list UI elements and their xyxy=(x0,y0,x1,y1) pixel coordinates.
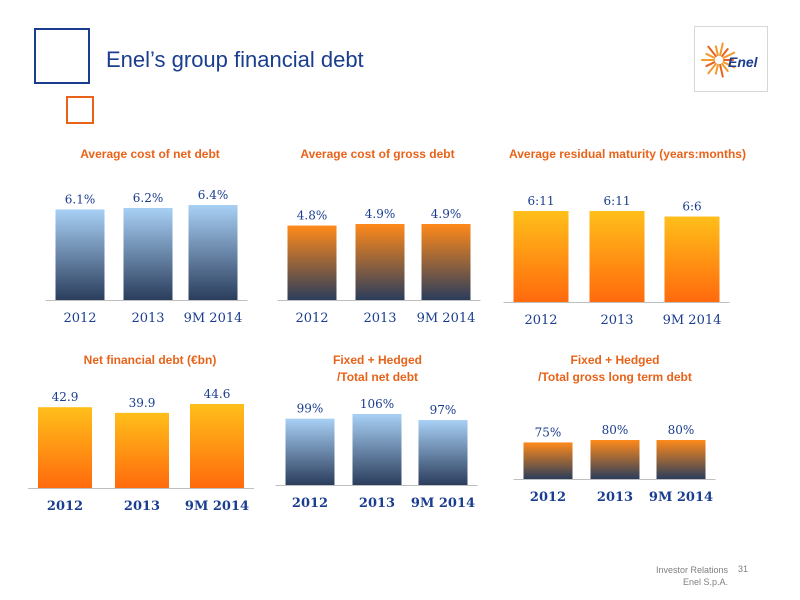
logo-ray xyxy=(722,61,736,69)
chart-title-avg-residual-maturity: Average residual maturity (years:months) xyxy=(509,147,746,161)
logo-ray xyxy=(705,61,716,68)
data-label: 80% xyxy=(668,423,695,437)
logo-ray xyxy=(705,52,716,59)
tick-label: 2013 xyxy=(359,496,395,511)
data-label: 80% xyxy=(602,423,629,437)
bar-2013 xyxy=(352,414,402,485)
tick-label: 2012 xyxy=(47,499,83,514)
page-number: 31 xyxy=(738,564,749,574)
tick-label: 2013 xyxy=(124,499,160,514)
data-label: 99% xyxy=(297,402,324,416)
data-label: 6.1% xyxy=(65,192,96,206)
logo-ray xyxy=(714,45,719,57)
tick-label: 9M 2014 xyxy=(417,311,476,326)
logo-ray xyxy=(719,63,724,78)
tick-label: 2012 xyxy=(63,311,96,326)
bar-2012 xyxy=(287,225,337,300)
logo-ray xyxy=(721,62,729,72)
chart-avg-residual-maturity: 6:11 2012 6:11 2013 6:6 9M 2014 xyxy=(503,194,730,328)
logo-text: Enel xyxy=(728,54,758,70)
tick-label: 9M 2014 xyxy=(185,499,249,514)
data-label: 39.9 xyxy=(129,396,156,410)
tick-label: 2013 xyxy=(131,311,164,326)
bar-2012 xyxy=(55,209,105,300)
enel-logo: Enel xyxy=(694,26,768,92)
tick-label: 9M 2014 xyxy=(649,490,713,505)
bar-2013 xyxy=(115,412,169,488)
bar-2013 xyxy=(123,207,173,300)
bar-9m-2014 xyxy=(418,420,468,485)
data-label: 4.9% xyxy=(365,207,396,221)
footer-investor-relations: Investor Relations xyxy=(655,565,728,575)
chart-title-fixed-hedged-net-debt: Fixed + Hedged/Total net debt xyxy=(332,353,423,384)
bar-2013 xyxy=(589,211,645,302)
bar-9m-2014 xyxy=(664,216,720,302)
chart-title-avg-cost-net-debt: Average cost of net debt xyxy=(80,147,220,161)
chart-fixed-hedged-gross-lt-debt: 75% 2012 80% 2013 80% 9M 2014 xyxy=(513,423,716,505)
tick-label: 2013 xyxy=(363,311,396,326)
bar-9m-2014 xyxy=(421,224,471,300)
data-label: 42.9 xyxy=(52,390,79,404)
tick-label: 2012 xyxy=(530,490,566,505)
data-label: 6:6 xyxy=(682,200,701,214)
bar-2012 xyxy=(523,442,573,479)
data-label: 97% xyxy=(430,403,457,417)
tick-label: 2013 xyxy=(600,313,633,328)
chart-avg-cost-gross-debt: 4.8% 2012 4.9% 2013 4.9% 9M 2014 xyxy=(277,207,481,326)
bar-2013 xyxy=(590,440,640,479)
bar-2012 xyxy=(38,407,92,488)
enel-logo-mark-icon xyxy=(701,42,736,78)
data-label: 6:11 xyxy=(528,194,555,208)
tick-label: 2012 xyxy=(295,311,328,326)
bar-2013 xyxy=(355,224,405,300)
tick-label: 9M 2014 xyxy=(184,311,243,326)
chart-title-net-financial-debt: Net financial debt (€bn) xyxy=(83,353,217,367)
page-title: Enel’s group financial debt xyxy=(106,47,364,72)
tick-label: 2013 xyxy=(597,490,633,505)
chart-fixed-hedged-net-debt: 99% 2012 106% 2013 97% 9M 2014 xyxy=(275,397,478,511)
logo-ray xyxy=(722,51,736,59)
chart-net-financial-debt: 42.9 2012 39.9 2013 44.6 9M 2014 xyxy=(28,387,254,514)
footer: Investor Relations Enel S.p.A. xyxy=(656,564,728,588)
data-label: 4.9% xyxy=(431,207,462,221)
decorative-blue-square xyxy=(34,28,90,84)
data-label: 106% xyxy=(360,397,394,411)
bar-9m-2014 xyxy=(190,404,244,488)
tick-label: 2012 xyxy=(292,496,328,511)
data-label: 6.4% xyxy=(198,188,229,202)
logo-ray xyxy=(707,62,717,75)
tick-label: 9M 2014 xyxy=(663,313,722,328)
chart-avg-cost-net-debt: 6.1% 2012 6.2% 2013 6.4% 9M 2014 xyxy=(45,188,248,326)
chart-title-fixed-hedged-gross-lt-debt: Fixed + Hedged/Total gross long term deb… xyxy=(538,353,692,384)
bar-9m-2014 xyxy=(188,205,238,300)
logo-ray xyxy=(721,48,729,58)
logo-ray xyxy=(707,45,717,58)
footer-company: Enel S.p.A. xyxy=(682,577,728,587)
logo-ray xyxy=(719,42,724,57)
decorative-orange-square xyxy=(66,96,94,124)
data-label: 6.2% xyxy=(133,191,164,205)
data-label: 44.6 xyxy=(204,387,231,401)
bar-9m-2014 xyxy=(656,440,706,479)
tick-label: 2012 xyxy=(524,313,557,328)
bar-2012 xyxy=(285,418,335,485)
data-label: 4.8% xyxy=(297,209,328,223)
logo-ray xyxy=(714,63,719,75)
bar-2012 xyxy=(513,211,569,302)
chart-title-avg-cost-gross-debt: Average cost of gross debt xyxy=(300,147,455,161)
tick-label: 9M 2014 xyxy=(411,496,475,511)
data-label: 75% xyxy=(535,425,562,439)
data-label: 6:11 xyxy=(604,194,631,208)
